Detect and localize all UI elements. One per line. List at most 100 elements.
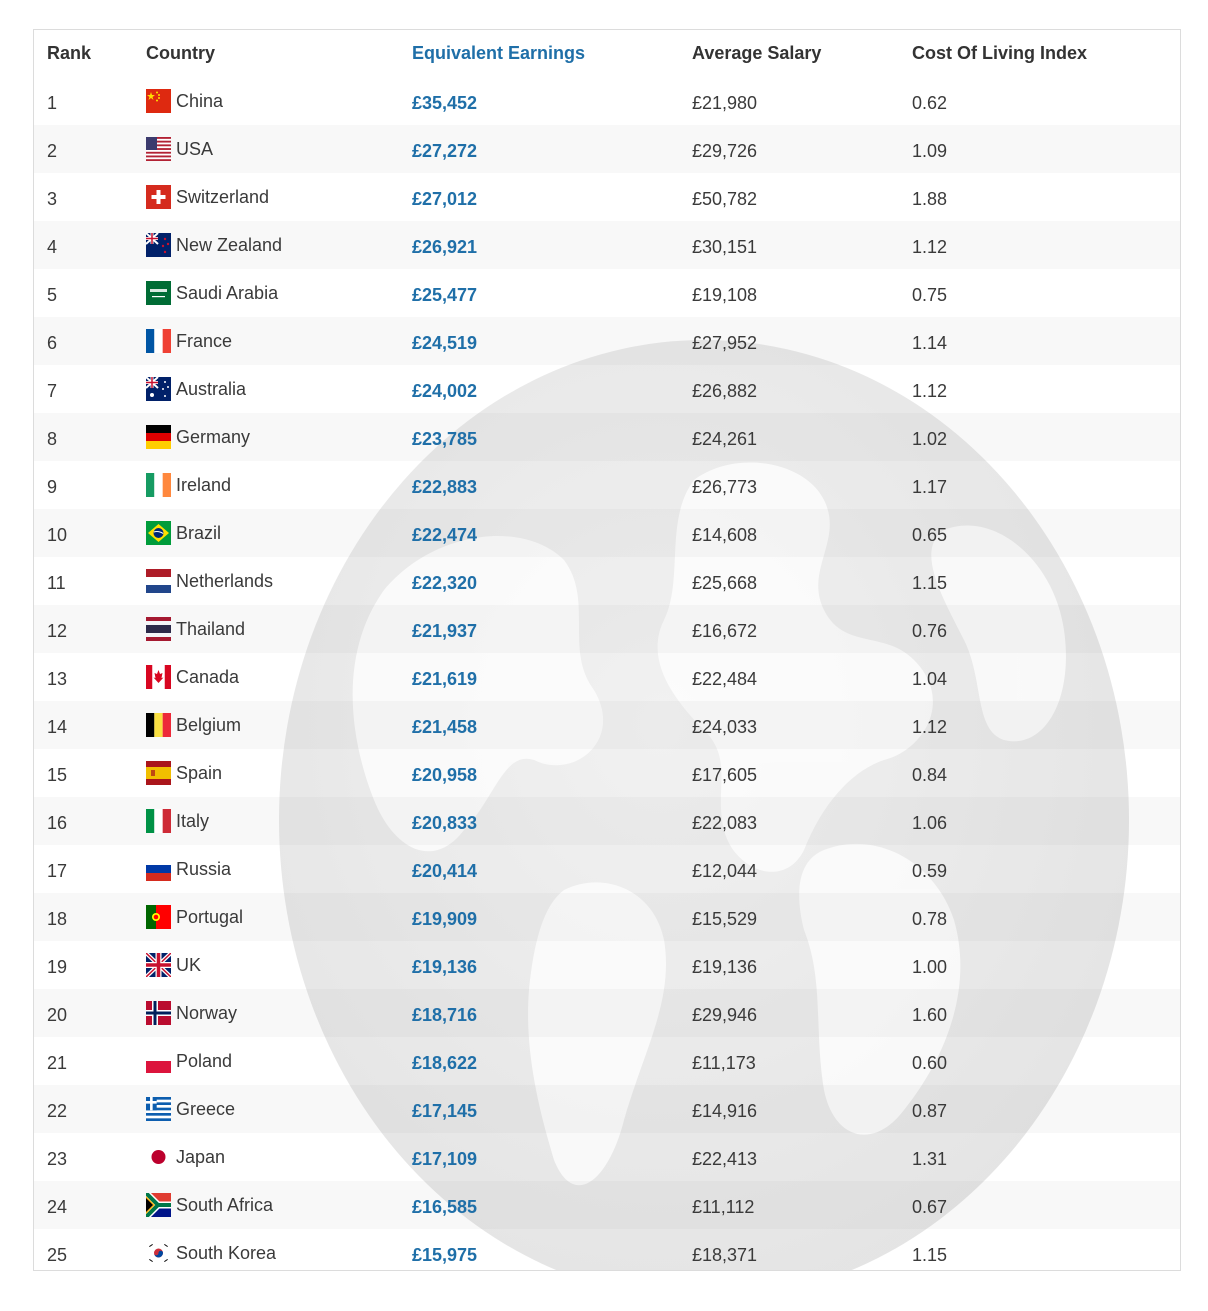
header-rank[interactable]: Rank <box>47 43 92 63</box>
earnings-table: Rank Country Equivalent Earnings Average… <box>34 30 1180 1270</box>
rank-cell: 3 <box>47 188 58 209</box>
equivalent-earnings-cell: £15,975 <box>412 1244 478 1265</box>
country-cell: Germany <box>146 413 412 461</box>
cost-of-living-index-cell: 1.06 <box>912 812 948 833</box>
rank-cell: 5 <box>47 284 58 305</box>
country-name: South Korea <box>176 1242 277 1263</box>
country-cell: Italy <box>146 797 412 845</box>
country-name: Ireland <box>176 474 232 495</box>
rank-cell: 25 <box>47 1244 68 1265</box>
cost-of-living-index-cell: 0.76 <box>912 620 948 641</box>
table-header-row: Rank Country Equivalent Earnings Average… <box>34 30 1180 77</box>
table-row: 25 South Korea £15,975 £18,371 1.15 <box>34 1229 1180 1270</box>
table-row: 21 Poland £18,622 £11,173 0.60 <box>34 1037 1180 1085</box>
table-row: 22 Greece £17,145 £14,916 0.87 <box>34 1085 1180 1133</box>
cost-of-living-index-cell: 1.12 <box>912 716 948 737</box>
equivalent-earnings-cell: £35,452 <box>412 92 478 113</box>
table-row: 12 Thailand £21,937 £16,672 0.76 <box>34 605 1180 653</box>
rank-cell: 1 <box>47 92 58 113</box>
table-row: 24 South Africa £16,585 £11,112 0.67 <box>34 1181 1180 1229</box>
equivalent-earnings-cell: £18,622 <box>412 1052 478 1073</box>
average-salary-cell: £24,033 <box>692 716 758 737</box>
country-name: New Zealand <box>176 234 283 255</box>
equivalent-earnings-cell: £24,002 <box>412 380 478 401</box>
cost-of-living-index-cell: 0.75 <box>912 284 948 305</box>
japan-flag-icon <box>146 1145 171 1169</box>
rank-cell: 20 <box>47 1004 68 1025</box>
average-salary-cell: £21,980 <box>692 92 758 113</box>
country-name: Norway <box>176 1002 238 1023</box>
table-row: 5 Saudi Arabia £25,477 £19,108 0.75 <box>34 269 1180 317</box>
norway-flag-icon <box>146 1001 171 1025</box>
rank-cell: 8 <box>47 428 58 449</box>
country-cell: Spain <box>146 749 412 797</box>
country-cell: Japan <box>146 1133 412 1181</box>
equivalent-earnings-cell: £17,145 <box>412 1100 478 1121</box>
country-name: Thailand <box>176 618 246 639</box>
table-row: 7 Australia £24,002 £26,882 1.12 <box>34 365 1180 413</box>
country-cell: Switzerland <box>146 173 412 221</box>
brazil-flag-icon <box>146 521 171 545</box>
rank-cell: 17 <box>47 860 68 881</box>
average-salary-cell: £22,413 <box>692 1148 758 1169</box>
thailand-flag-icon <box>146 617 171 641</box>
greece-flag-icon <box>146 1097 171 1121</box>
average-salary-cell: £19,108 <box>692 284 758 305</box>
equivalent-earnings-cell: £27,012 <box>412 188 478 209</box>
average-salary-cell: £26,773 <box>692 476 758 497</box>
country-cell: UK <box>146 941 412 989</box>
average-salary-cell: £11,173 <box>692 1052 756 1073</box>
header-country[interactable]: Country <box>146 43 215 63</box>
rank-cell: 11 <box>47 572 66 593</box>
header-cost-of-living-index[interactable]: Cost Of Living Index <box>912 43 1088 63</box>
cost-of-living-index-cell: 1.12 <box>912 380 948 401</box>
cost-of-living-index-cell: 1.09 <box>912 140 948 161</box>
rank-cell: 23 <box>47 1148 68 1169</box>
cost-of-living-index-cell: 1.60 <box>912 1004 948 1025</box>
equivalent-earnings-cell: £20,414 <box>412 860 478 881</box>
country-name: Brazil <box>176 522 222 543</box>
country-cell: China <box>146 77 412 125</box>
equivalent-earnings-cell: £19,136 <box>412 956 478 977</box>
average-salary-cell: £14,608 <box>692 524 758 545</box>
china-flag-icon <box>146 89 171 113</box>
equivalent-earnings-cell: £27,272 <box>412 140 478 161</box>
country-cell: New Zealand <box>146 221 412 269</box>
table-row: 14 Belgium £21,458 £24,033 1.12 <box>34 701 1180 749</box>
rank-cell: 13 <box>47 668 68 689</box>
country-name: Poland <box>176 1050 233 1071</box>
rankings-table-container: Rank Country Equivalent Earnings Average… <box>33 29 1181 1271</box>
equivalent-earnings-cell: £22,883 <box>412 476 478 497</box>
country-name: Belgium <box>176 714 242 735</box>
rank-cell: 24 <box>47 1196 68 1217</box>
equivalent-earnings-cell: £17,109 <box>412 1148 478 1169</box>
country-cell: Norway <box>146 989 412 1037</box>
table-row: 4 New Zealand £26,921 £30,151 1.12 <box>34 221 1180 269</box>
table-row: 2 USA £27,272 £29,726 1.09 <box>34 125 1180 173</box>
average-salary-cell: £22,484 <box>692 668 758 689</box>
equivalent-earnings-cell: £21,619 <box>412 668 478 689</box>
average-salary-cell: £25,668 <box>692 572 758 593</box>
country-name: South Africa <box>176 1194 274 1215</box>
country-name: Greece <box>176 1098 236 1119</box>
switzerland-flag-icon <box>146 185 171 209</box>
ireland-flag-icon <box>146 473 171 497</box>
average-salary-cell: £19,136 <box>692 956 758 977</box>
table-row: 6 France £24,519 £27,952 1.14 <box>34 317 1180 365</box>
cost-of-living-index-cell: 0.62 <box>912 92 948 113</box>
cost-of-living-index-cell: 1.12 <box>912 236 948 257</box>
country-cell: Saudi Arabia <box>146 269 412 317</box>
table-row: 1 China £35,452 £21,980 0.62 <box>34 77 1180 125</box>
average-salary-cell: £17,605 <box>692 764 758 785</box>
country-cell: Belgium <box>146 701 412 749</box>
header-equivalent-earnings[interactable]: Equivalent Earnings <box>412 43 586 63</box>
south-korea-flag-icon <box>146 1241 171 1265</box>
rank-cell: 12 <box>47 620 68 641</box>
table-row: 17 Russia £20,414 £12,044 0.59 <box>34 845 1180 893</box>
country-name: Australia <box>176 378 247 399</box>
rank-cell: 15 <box>47 764 68 785</box>
average-salary-cell: £29,726 <box>692 140 758 161</box>
header-average-salary[interactable]: Average Salary <box>692 43 822 63</box>
country-cell: Canada <box>146 653 412 701</box>
usa-flag-icon <box>146 137 171 161</box>
